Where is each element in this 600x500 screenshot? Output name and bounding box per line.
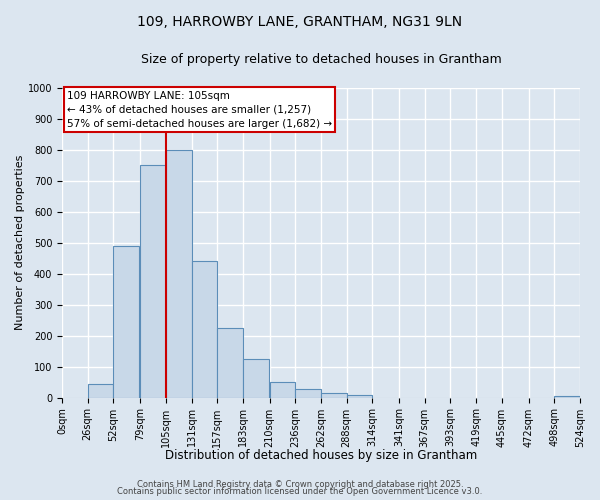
- Bar: [295, 389, 321, 398]
- Title: Size of property relative to detached houses in Grantham: Size of property relative to detached ho…: [140, 52, 502, 66]
- Bar: [347, 395, 373, 398]
- Text: Contains public sector information licensed under the Open Government Licence v3: Contains public sector information licen…: [118, 487, 482, 496]
- Text: 109, HARROWBY LANE, GRANTHAM, NG31 9LN: 109, HARROWBY LANE, GRANTHAM, NG31 9LN: [137, 15, 463, 29]
- Y-axis label: Number of detached properties: Number of detached properties: [15, 155, 25, 330]
- Bar: [217, 328, 243, 398]
- Bar: [166, 150, 191, 398]
- Bar: [554, 396, 580, 398]
- Text: 109 HARROWBY LANE: 105sqm
← 43% of detached houses are smaller (1,257)
57% of se: 109 HARROWBY LANE: 105sqm ← 43% of detac…: [67, 90, 332, 128]
- Bar: [191, 261, 217, 398]
- Bar: [321, 393, 347, 398]
- Text: Contains HM Land Registry data © Crown copyright and database right 2025.: Contains HM Land Registry data © Crown c…: [137, 480, 463, 489]
- Bar: [140, 165, 166, 398]
- Bar: [269, 382, 295, 398]
- Bar: [113, 246, 139, 398]
- X-axis label: Distribution of detached houses by size in Grantham: Distribution of detached houses by size …: [165, 450, 477, 462]
- Bar: [243, 359, 269, 398]
- Bar: [88, 384, 113, 398]
